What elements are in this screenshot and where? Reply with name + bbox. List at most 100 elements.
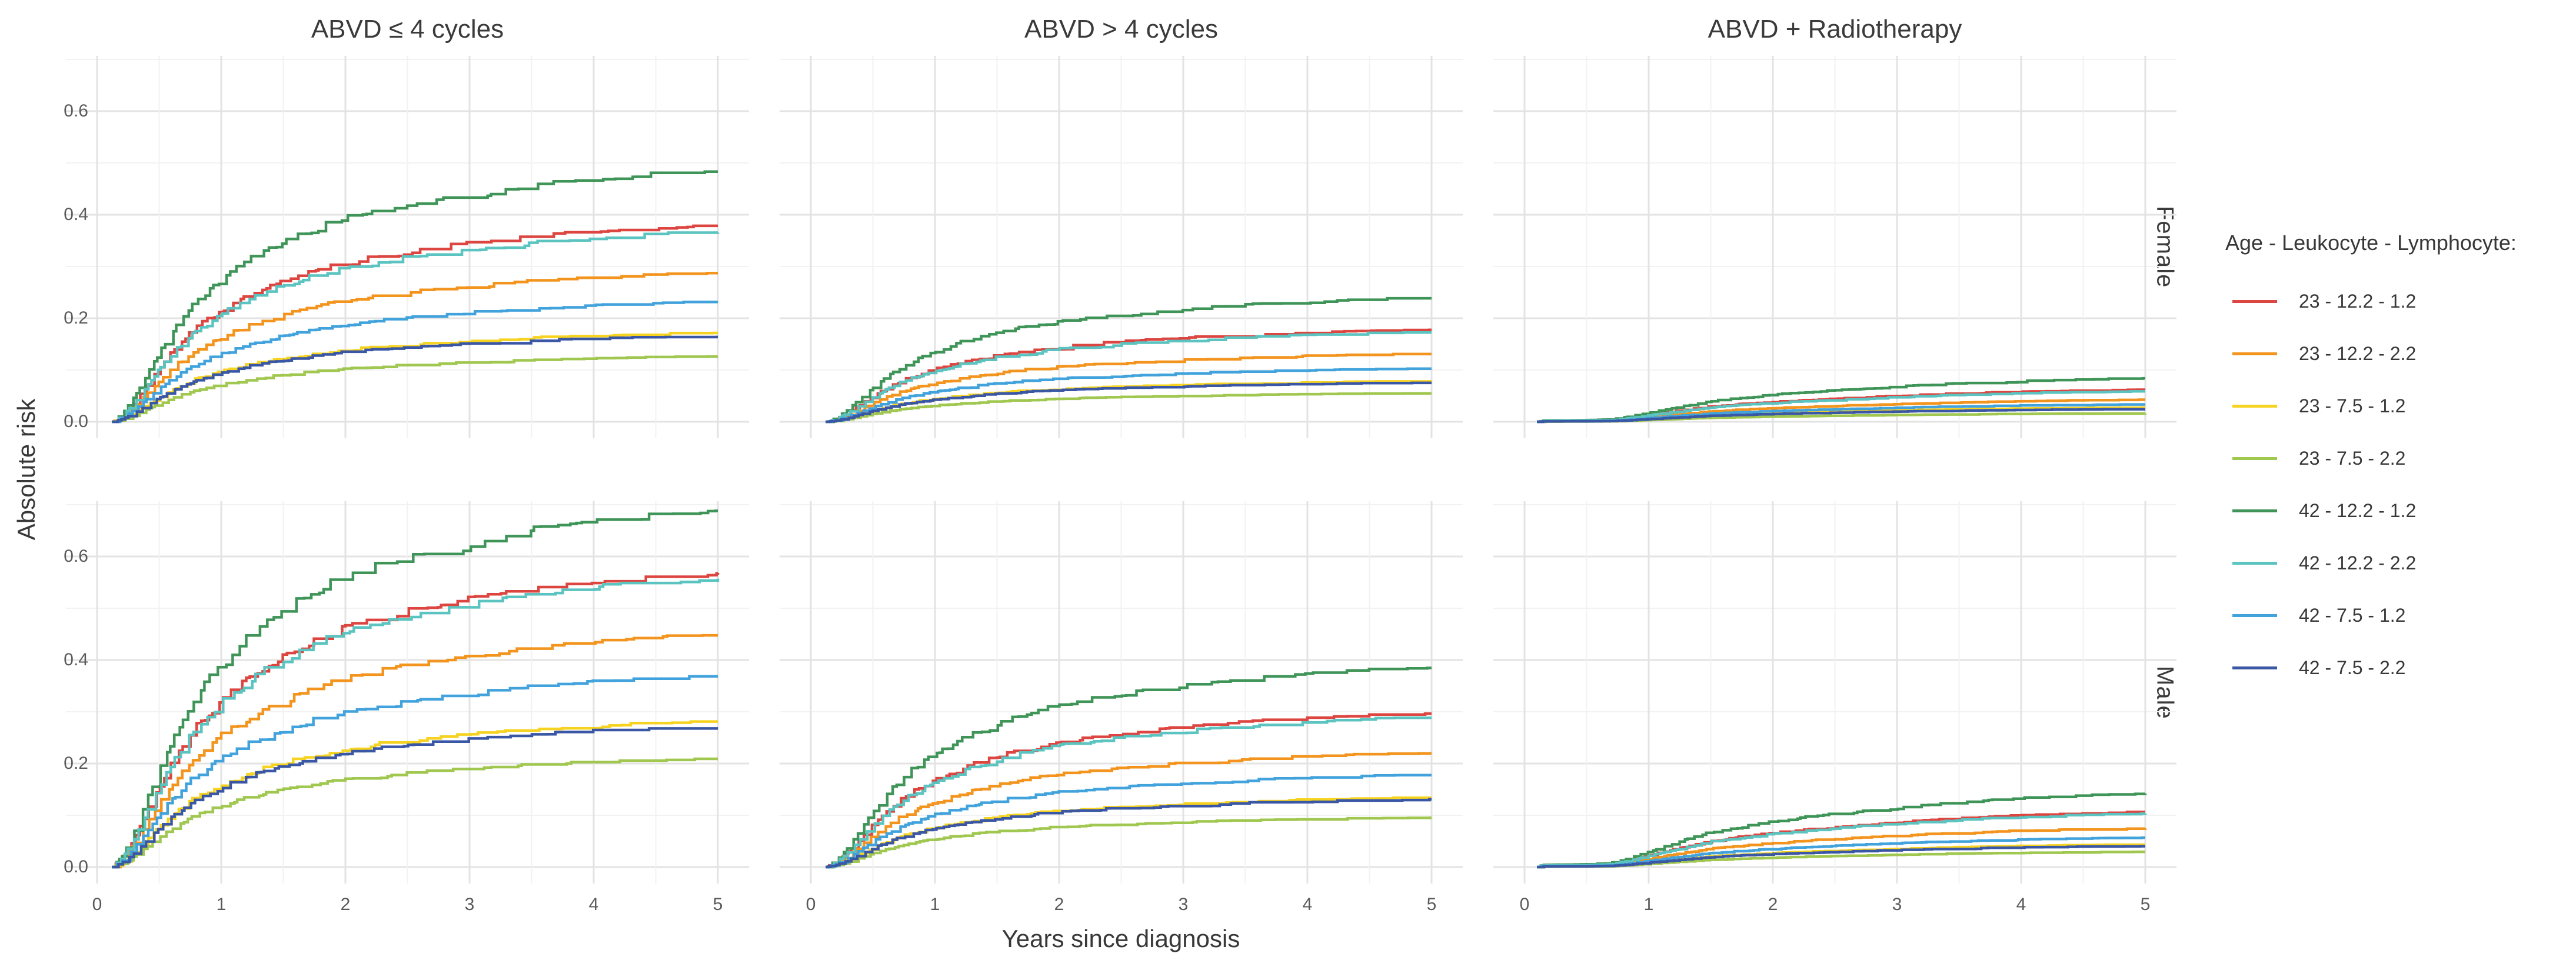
x-axis-tick-label: 0 [1519,895,1530,914]
legend-color-key-icon [2232,352,2277,355]
curve-42-7.5-1.2 [112,675,718,869]
legend: Age - Leukocyte - Lymphocyte: 23 - 12.2 … [2225,231,2576,678]
x-axis-tick-label: 2 [1768,895,1778,914]
curve-42-7.5-2.2 [826,798,1432,869]
curve-42-7.5-2.2 [826,381,1432,424]
y-axis-tick-label: 0.4 [64,205,88,224]
x-axis-tick-label: 0 [806,895,816,914]
curve-42-12.2-2.2 [1537,812,2147,869]
x-axis-tick-label: 4 [1302,895,1313,914]
legend-color-key-icon [2232,405,2277,408]
x-axis-tick-label: 1 [216,895,227,914]
curve-42-7.5-2.2 [1537,408,2145,424]
legend-title: Age - Leukocyte - Lymphocyte: [2225,231,2517,255]
curve-42-7.5-2.2 [1537,845,2145,869]
legend-color-key-icon [2232,300,2277,303]
curve-23-7.5-2.2 [826,392,1432,424]
curve-42-12.2-2.2 [1537,389,2145,424]
legend-items: 23 - 12.2 - 1.2 23 - 12.2 - 2.2 23 - 7.5 -… [2225,275,2576,694]
y-axis-tick-label: 0.4 [64,650,88,669]
panel-curves [112,509,720,869]
panel-gridlines [66,501,749,884]
curve-23-12.2-1.2 [112,224,718,424]
legend-item-label: 42 - 12.2 - 1.2 [2299,500,2417,521]
y-axis-tick-label: 0.6 [64,101,88,121]
facet-col-title-abvd-gt-4: ABVD > 4 cycles [1024,15,1218,44]
legend-item: 42 - 12.2 - 1.2 [2225,485,2576,537]
panel-gridlines [780,501,1463,884]
legend-item-label: 23 - 12.2 - 2.2 [2299,343,2417,364]
panel-curves [112,170,720,424]
x-axis-tick-label: 4 [2016,895,2026,914]
curve-42-12.2-2.2 [826,716,1432,869]
curve-42-12.2-2.2 [112,578,720,869]
x-axis-tick-label: 1 [1643,895,1654,914]
curve-42-12.2-1.2 [826,666,1432,869]
curve-42-7.5-2.2 [112,727,718,869]
x-axis-tick-label: 2 [340,895,351,914]
curve-42-12.2-2.2 [826,331,1432,424]
y-axis-tick-label: 0.6 [64,546,88,566]
curve-42-12.2-1.2 [1537,792,2147,869]
panel-male-col1 [66,501,749,884]
curve-23-7.5-2.2 [826,816,1432,869]
curve-23-7.5-2.2 [112,757,718,869]
panel-male-col2 [780,501,1463,884]
curve-23-12.2-2.2 [112,634,718,869]
legend-item: 23 - 7.5 - 2.2 [2225,432,2576,485]
legend-item: 23 - 12.2 - 2.2 [2225,328,2576,380]
facet-row-label-female: Female [2152,206,2178,288]
legend-item: 23 - 12.2 - 1.2 [2225,275,2576,328]
panel-curves [826,296,1432,424]
curve-42-12.2-1.2 [112,509,718,869]
y-axis-tick-label: 0.0 [64,857,88,876]
facet-row-label-male: Male [2152,665,2178,719]
curve-42-12.2-1.2 [826,296,1432,424]
x-axis-tick-label: 3 [1178,895,1189,914]
panel-female-col1 [66,56,749,438]
legend-item-label: 42 - 12.2 - 2.2 [2299,552,2417,574]
legend-color-key-icon [2232,666,2277,669]
legend-item: 23 - 7.5 - 1.2 [2225,380,2576,432]
curve-42-12.2-2.2 [112,231,720,424]
legend-color-key-icon [2232,562,2277,565]
x-axis-tick-label: 5 [1426,895,1437,914]
facet-col-title-abvd-le-4: ABVD ≤ 4 cycles [311,15,504,44]
facet-row-strip-male: Male [2149,501,2181,884]
legend-color-key-icon [2232,457,2277,460]
legend-item-label: 42 - 7.5 - 1.2 [2299,605,2406,626]
panel-curves [826,666,1432,869]
panel-curves [1537,792,2147,869]
curve-23-7.5-2.2 [112,355,718,424]
x-axis-title: Years since diagnosis [1001,925,1240,952]
curve-23-12.2-2.2 [112,271,718,424]
curve-23-12.2-2.2 [826,752,1432,869]
y-axis-tick-label: 0.2 [64,308,88,328]
y-axis-tick-label: 0.0 [64,412,88,431]
panel-male-col3 [1493,501,2176,884]
x-axis-tick-label: 5 [713,895,723,914]
curve-42-12.2-1.2 [112,170,718,424]
panel-female-col2 [780,56,1463,438]
legend-color-key-icon [2232,509,2277,512]
y-axis-tick-label: 0.2 [64,754,88,773]
legend-color-key-icon [2232,614,2277,617]
curve-42-7.5-1.2 [112,301,718,424]
facet-col-title-abvd-radiotherapy: ABVD + Radiotherapy [1708,15,1962,44]
facet-row-strip-female: Female [2149,56,2181,438]
panel-curves [1537,376,2147,424]
panel-female-col3 [1493,56,2176,438]
panel-gridlines [1493,501,2176,884]
curve-42-7.5-1.2 [826,774,1432,869]
legend-item-label: 23 - 7.5 - 2.2 [2299,448,2406,469]
legend-item: 42 - 7.5 - 2.2 [2225,642,2576,694]
x-axis-tick-label: 2 [1054,895,1064,914]
x-axis-tick-label: 5 [2140,895,2151,914]
curve-42-7.5-2.2 [112,335,718,424]
x-axis-tick-label: 1 [930,895,940,914]
x-axis-tick-label: 4 [588,895,599,914]
x-axis-tick-label: 3 [464,895,475,914]
legend-item: 42 - 12.2 - 2.2 [2225,537,2576,589]
x-axis-tick-label: 3 [1892,895,1902,914]
